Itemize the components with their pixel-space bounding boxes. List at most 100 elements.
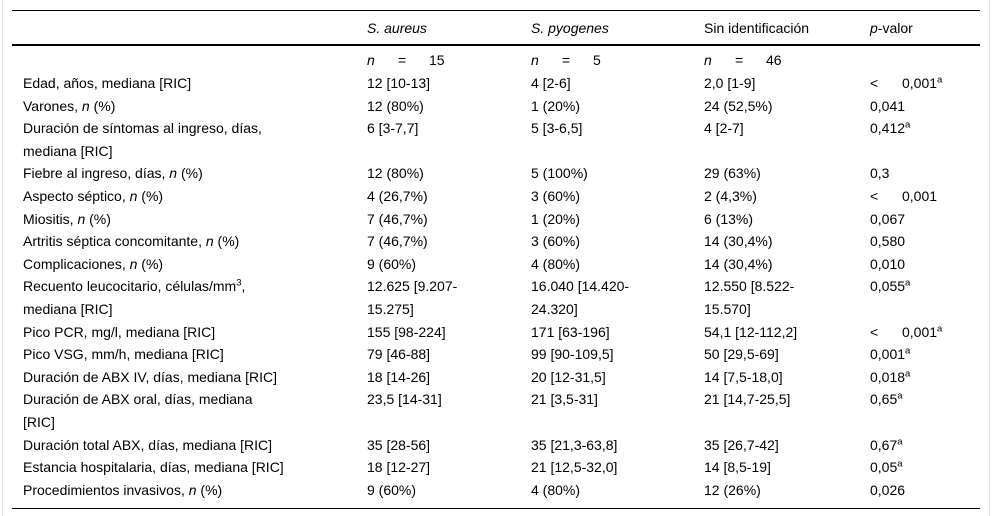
footnote-marker: a <box>897 458 903 470</box>
value-cell: 4 (80%) <box>531 481 581 498</box>
value-cell: 3 (60%) <box>531 187 581 204</box>
value-cell: 4 [2-6] <box>531 75 571 91</box>
n-symbol: n <box>531 52 539 68</box>
value-cell: 1 (20%) <box>531 210 581 227</box>
footnote-marker: a <box>905 277 911 289</box>
value-cell: 6 (13%) <box>704 210 754 227</box>
page-left-edge-line <box>2 0 3 516</box>
footnote-marker: a <box>905 368 911 380</box>
n-symbol: n <box>704 52 712 68</box>
row-label: Pico PCR, mg/l, mediana [RIC] <box>23 323 216 340</box>
empty-cell <box>12 45 367 69</box>
empty-corner-cell <box>12 11 367 46</box>
value-cell: 4 (80%) <box>531 255 581 272</box>
footnote-marker: a <box>905 345 911 357</box>
value-cell: 12 [10-13] <box>367 75 431 91</box>
value-cell: 16.040 [14.420- 24.320] <box>531 278 630 317</box>
row-label: Complicaciones, n (%) <box>23 255 164 272</box>
footnote-marker: a <box>937 322 943 334</box>
less-than-sign: < <box>870 75 879 91</box>
row-label: Duración de ABX IV, días, mediana [RIC] <box>23 368 277 385</box>
p-value-cell: 0,412a <box>870 119 911 137</box>
table-row: Varones, n (%) 12 (80%) 1 (20%) 24 (52,5%) 0… <box>12 95 980 118</box>
row-label: Estancia hospitalaria, días, mediana [RI… <box>23 459 284 476</box>
n-value: 15 <box>429 52 445 68</box>
empty-cell <box>870 45 980 69</box>
p-value-cell: 0,067 <box>870 210 906 227</box>
table-row: Recuento leucocitario, células/mm3, medi… <box>12 275 980 320</box>
value-cell: 12 (26%) <box>704 481 761 498</box>
table-row: Artritis séptica concomitante, n (%) 7 (4… <box>12 230 980 253</box>
value-cell: 35 [28-56] <box>367 436 431 453</box>
clinical-comparison-table: S. aureus S. pyogenes Sin identificación… <box>12 11 980 508</box>
row-label: Fiebre al ingreso, días, n (%) <box>23 165 203 182</box>
value-cell: 5 (100%) <box>531 165 588 182</box>
value-cell: 12 (80%) <box>367 165 424 182</box>
value-cell: 6 [3-7,7] <box>367 120 419 137</box>
table-row: Duración de ABX IV, días, mediana [RIC] 1… <box>12 366 980 389</box>
value-cell: 2,0 [1-9] <box>704 75 756 91</box>
value-cell: 2 (4,3%) <box>704 187 757 204</box>
value-cell: 4 [2-7] <box>704 120 744 137</box>
value-cell: 14 [7,5-18,0] <box>704 368 783 385</box>
table-row: Estancia hospitalaria, días, mediana [RI… <box>12 456 980 479</box>
value-cell: 7 (46,7%) <box>367 210 428 227</box>
value-cell: 12.625 [9.207- 15.275] <box>367 278 458 317</box>
table-row: Procedimientos invasivos, n (%) 9 (60%) 4 … <box>12 479 980 509</box>
value-cell: 21 [14,7-25,5] <box>704 391 791 408</box>
table-row: Edad, años, mediana [RIC] 12 [10-13] 4 [2-… <box>12 69 980 95</box>
value-cell: 18 [14-26] <box>367 368 431 385</box>
value-cell: 9 (60%) <box>367 255 417 272</box>
footnote-marker: a <box>897 390 903 402</box>
p-value-cell: 0,3 <box>870 165 890 182</box>
col-header-sin-identificacion: Sin identificación <box>704 11 870 46</box>
table-row: Duración total ABX, días, mediana [RIC] 3… <box>12 434 980 457</box>
equals-sign: = <box>562 52 571 68</box>
value-cell: 171 [63-196] <box>531 323 610 340</box>
n-symbol: n <box>367 52 375 68</box>
p-value-cell: <0,001a <box>870 69 980 95</box>
n-value: 46 <box>766 52 782 68</box>
value-cell: 7 (46,7%) <box>367 233 428 250</box>
value-cell: 3 (60%) <box>531 233 581 250</box>
p-value-cell: 0,001a <box>870 345 911 363</box>
value-cell: 9 (60%) <box>367 481 417 498</box>
value-cell: 29 (63%) <box>704 165 761 182</box>
value-cell: 18 [12-27] <box>367 459 431 476</box>
equals-sign: = <box>735 52 744 68</box>
table-row: Pico PCR, mg/l, mediana [RIC] 155 [98-224… <box>12 321 980 344</box>
value-cell: 54,1 [12-112,2] <box>704 323 798 340</box>
row-label: Aspecto séptico, n (%) <box>23 187 164 204</box>
value-cell: 1 (20%) <box>531 97 581 114</box>
n-header-row: n = 15 n = 5 n = 46 <box>12 45 980 69</box>
row-label: Duración de ABX oral, días, mediana [RIC… <box>23 391 253 430</box>
p-value-cell: 0,580 <box>870 233 906 250</box>
equals-sign: = <box>398 52 407 68</box>
p-value-cell: <0,001a <box>870 321 980 344</box>
col-header-s-pyogenes: S. pyogenes <box>531 11 704 46</box>
comparison-table: S. aureus S. pyogenes Sin identificación… <box>12 10 980 510</box>
footnote-marker: a <box>905 119 911 131</box>
value-cell: 21 [12,5-32,0] <box>531 459 618 476</box>
value-cell: 5 [3-6,5] <box>531 120 583 137</box>
less-than-sign: < <box>870 187 879 204</box>
p-value-cell: <0,001 <box>870 185 980 208</box>
less-than-sign: < <box>870 323 879 340</box>
n-count-sin-identificacion: n = 46 <box>704 45 870 69</box>
row-label: Varones, n (%) <box>23 97 116 114</box>
footnote-marker: a <box>897 435 903 447</box>
value-cell: 12.550 [8.522- 15.570] <box>704 278 795 317</box>
table-row: Duración de síntomas al ingreso, días, m… <box>12 117 980 162</box>
col-header-s-aureus: S. aureus <box>367 11 531 46</box>
p-value-cell: 0,65a <box>870 390 903 408</box>
value-cell: 155 [98-224] <box>367 323 446 340</box>
row-label: Artritis séptica concomitante, n (%) <box>23 233 240 250</box>
row-label: Recuento leucocitario, células/mm3, medi… <box>23 277 246 317</box>
value-cell: 35 [21,3-63,8] <box>531 436 618 453</box>
col-header-p-valor: p-valor <box>870 11 980 46</box>
value-cell: 4 (26,7%) <box>367 187 428 204</box>
p-value-cell: 0,010 <box>870 255 906 272</box>
value-cell: 20 [12-31,5] <box>531 368 606 385</box>
value-cell: 14 [8,5-19] <box>704 459 771 476</box>
value-cell: 23,5 [14-31] <box>367 391 442 408</box>
